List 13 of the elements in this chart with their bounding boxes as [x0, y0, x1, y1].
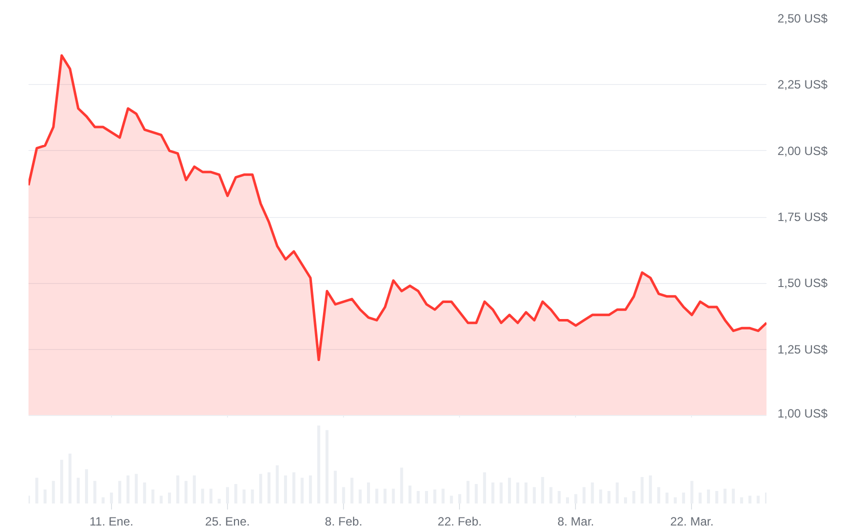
y-tick-label: 1,25 US$ [778, 342, 828, 356]
x-tick-label: 8. Mar. [557, 514, 594, 528]
x-tick-label: 11. Ene. [90, 514, 134, 528]
x-tick-label: 8. Feb. [324, 514, 362, 528]
y-tick-label: 1,75 US$ [778, 210, 828, 224]
x-tick-label: 22. Mar. [670, 514, 714, 528]
y-tick-label: 1,00 US$ [778, 406, 828, 420]
y-tick-label: 2,00 US$ [778, 144, 828, 158]
y-tick-label: 2,25 US$ [778, 78, 828, 92]
x-tick-label: 22. Feb. [438, 514, 482, 528]
y-tick-label: 2,50 US$ [778, 12, 828, 26]
x-tick-label: 25. Ene. [205, 514, 250, 528]
y-tick-label: 1,50 US$ [778, 276, 828, 290]
